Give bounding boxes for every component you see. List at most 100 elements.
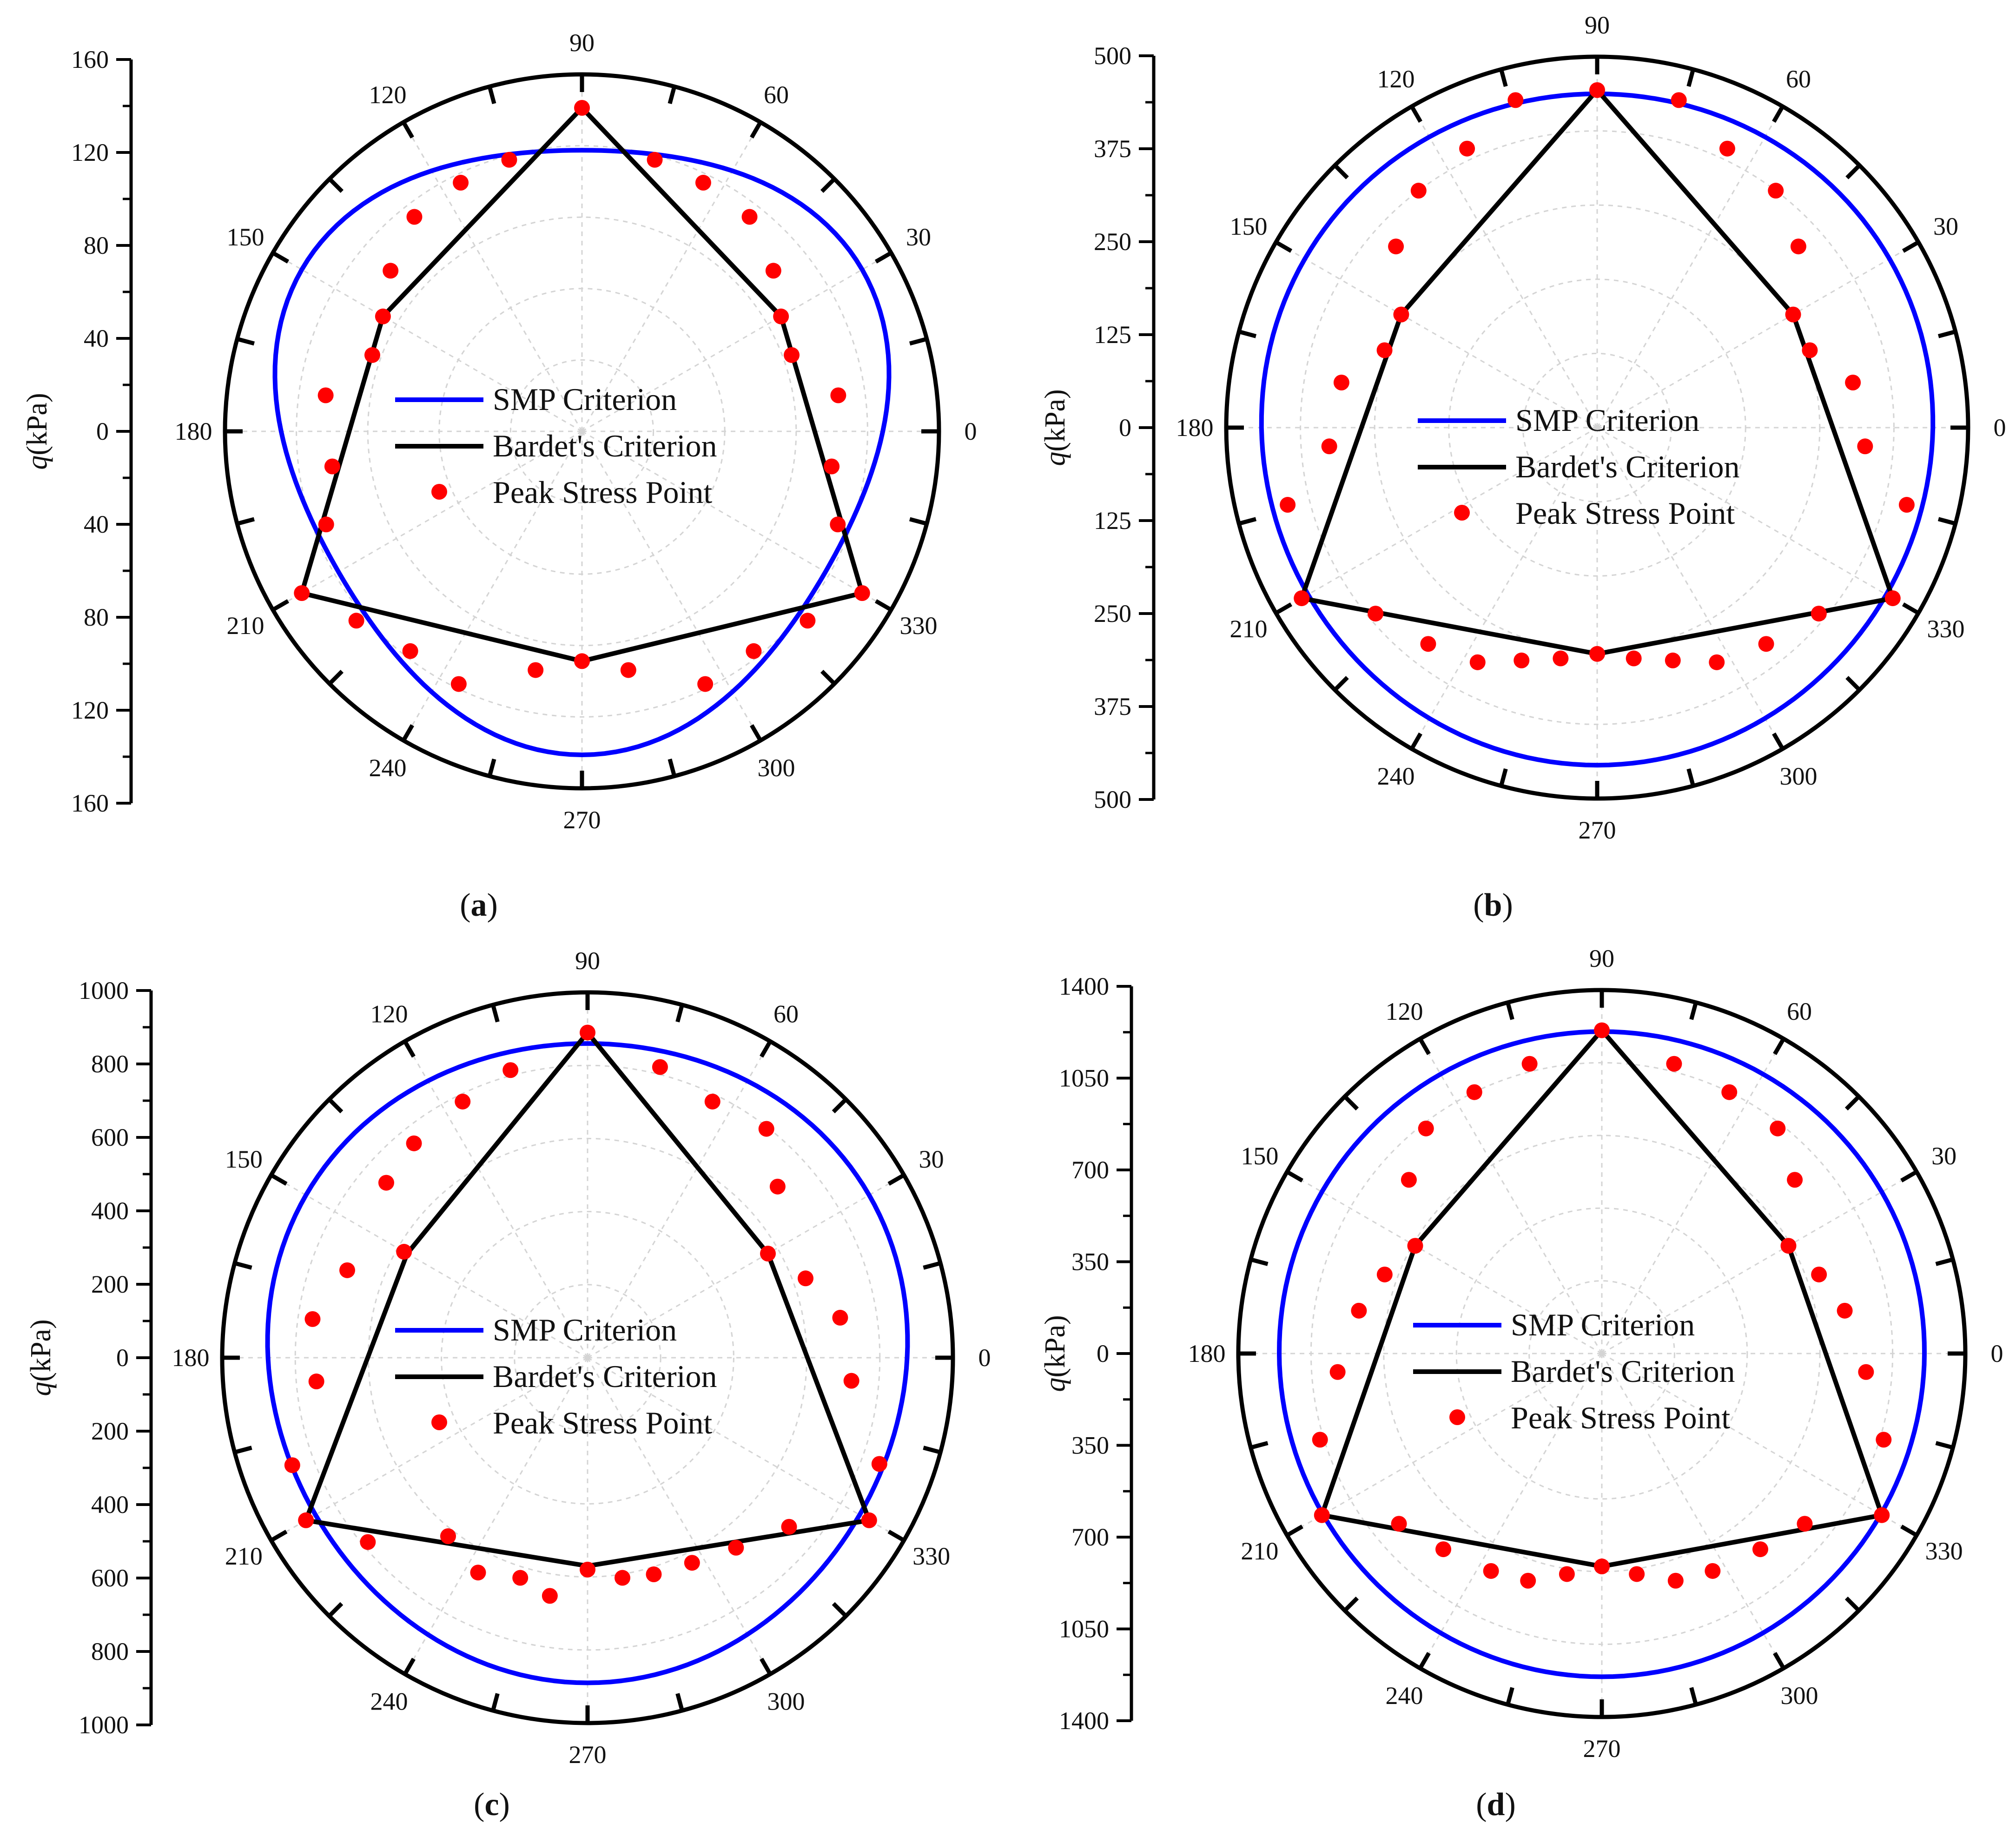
- peak-stress-point: [542, 1588, 558, 1604]
- panel-label-close: ): [1505, 1787, 1515, 1823]
- grid-circle: [514, 1284, 661, 1432]
- angle-label: 150: [227, 223, 264, 251]
- peak-stress-point: [1351, 1302, 1367, 1319]
- peak-stress-point: [773, 308, 789, 324]
- peak-stress-point: [695, 175, 711, 191]
- grid-circle: [1528, 1280, 1675, 1427]
- angle-tick: [1333, 676, 1349, 692]
- panel-label-letter: c: [484, 1787, 499, 1823]
- y-axis-title-symbol: q: [1039, 452, 1071, 466]
- peak-stress-point: [1709, 654, 1725, 670]
- angle-tick: [820, 670, 836, 686]
- y-tick-label: 0: [1119, 414, 1131, 442]
- angle-label: 240: [369, 754, 407, 782]
- angle-tick: [270, 1173, 288, 1186]
- peak-stress-point: [1626, 650, 1642, 667]
- grid-spoke: [1601, 1038, 1785, 1354]
- angle-tick: [402, 121, 414, 139]
- angle-tick: [832, 1098, 847, 1114]
- legend-swatch-peak: [1454, 505, 1470, 521]
- angle-label: 300: [767, 1688, 805, 1716]
- y-tick-label: 80: [84, 231, 109, 259]
- angle-tick: [1275, 602, 1293, 615]
- angle-label: 120: [1377, 65, 1415, 93]
- peak-stress-point: [697, 676, 714, 692]
- peak-stress-point: [1811, 606, 1827, 622]
- angle-tick: [271, 599, 290, 612]
- angle-label: 90: [1585, 11, 1610, 39]
- peak-stress-point: [832, 1309, 848, 1326]
- grid-spoke: [1597, 427, 1919, 614]
- angle-tick: [270, 1530, 288, 1542]
- angle-label: 60: [764, 81, 789, 109]
- peak-stress-point: [800, 613, 816, 629]
- angle-label: 180: [175, 417, 212, 445]
- angle-label: 150: [225, 1145, 263, 1173]
- angle-tick: [1845, 164, 1861, 179]
- peak-stress-point: [1797, 1516, 1813, 1532]
- panel-label-close: ): [499, 1787, 510, 1823]
- angle-label: 300: [1780, 762, 1818, 790]
- y-axis-title: q(kPa): [1039, 389, 1071, 466]
- y-tick-label: 125: [1094, 321, 1131, 349]
- angle-tick: [1238, 330, 1257, 338]
- grid-spoke: [1276, 427, 1598, 614]
- peak-stress-point: [304, 1311, 321, 1327]
- y-tick-label: 120: [71, 139, 109, 166]
- peak-stress-point: [1837, 1302, 1853, 1319]
- y-tick-label: 1400: [1059, 972, 1109, 1000]
- peak-stress-point: [1780, 1238, 1797, 1254]
- peak-stress-point: [1666, 1056, 1682, 1072]
- legend-swatch-peak: [1449, 1409, 1465, 1425]
- peak-stress-point: [1719, 140, 1735, 157]
- angle-tick: [874, 599, 892, 612]
- peak-stress-point: [1898, 497, 1915, 513]
- peak-stress-point: [1671, 92, 1687, 108]
- y-tick-label: 160: [71, 46, 109, 73]
- angle-label: 0: [1994, 414, 2006, 442]
- angle-tick: [1844, 1596, 1861, 1612]
- angle-tick: [1900, 1525, 1918, 1537]
- angle-tick: [1686, 768, 1695, 786]
- peak-stress-point: [383, 263, 399, 279]
- angle-tick: [1689, 1687, 1698, 1705]
- grid-spoke: [581, 431, 761, 741]
- smp-criterion-curve: [265, 1041, 910, 1685]
- angle-label: 90: [575, 947, 600, 975]
- angle-label: 30: [906, 223, 931, 251]
- angle-label: 300: [758, 754, 795, 782]
- peak-stress-point: [1858, 1364, 1874, 1380]
- angle-tick: [760, 1040, 772, 1058]
- y-tick-label: 40: [84, 510, 109, 538]
- peak-stress-point: [1553, 650, 1569, 667]
- y-axis-title-symbol: q: [1039, 1378, 1071, 1392]
- angle-tick: [1343, 1596, 1359, 1612]
- angle-label: 120: [370, 1000, 408, 1028]
- y-tick-label: 200: [91, 1417, 129, 1445]
- y-axis-title: q(kPa): [25, 1319, 57, 1396]
- angle-tick: [403, 1658, 416, 1675]
- panel-a: 0 30 60 90 120 150 180 210 240 270 300 330 160 120 80 4…: [21, 29, 977, 923]
- peak-stress-point: [1407, 1238, 1423, 1254]
- legend-label: SMP Criterion: [493, 382, 677, 417]
- legend: SMP Criterion Bardet's Criterion Peak Stre…: [395, 1312, 717, 1440]
- y-tick-label: 600: [91, 1123, 129, 1151]
- angle-label: 90: [1589, 944, 1614, 972]
- grid-circle: [1455, 1207, 1748, 1500]
- peak-stress-point: [1388, 238, 1404, 255]
- y-axis-title-symbol: q: [25, 1382, 57, 1396]
- peak-stress-point: [1589, 82, 1605, 98]
- angle-label: 240: [370, 1688, 408, 1716]
- peak-stress-point: [1594, 1022, 1610, 1038]
- angle-tick: [750, 121, 762, 139]
- peak-stress-point: [1420, 636, 1436, 652]
- peak-stress-point: [758, 1121, 774, 1137]
- grid-spoke: [272, 430, 582, 611]
- peak-stress-point: [450, 676, 467, 692]
- y-axis-title-unit: (kPa): [21, 393, 53, 455]
- angle-label: 60: [1786, 65, 1811, 93]
- y-tick-label: 800: [91, 1050, 129, 1078]
- angle-tick: [1935, 1257, 1954, 1266]
- y-tick-label: 400: [91, 1491, 129, 1519]
- y-axis-title-symbol: q: [21, 456, 53, 470]
